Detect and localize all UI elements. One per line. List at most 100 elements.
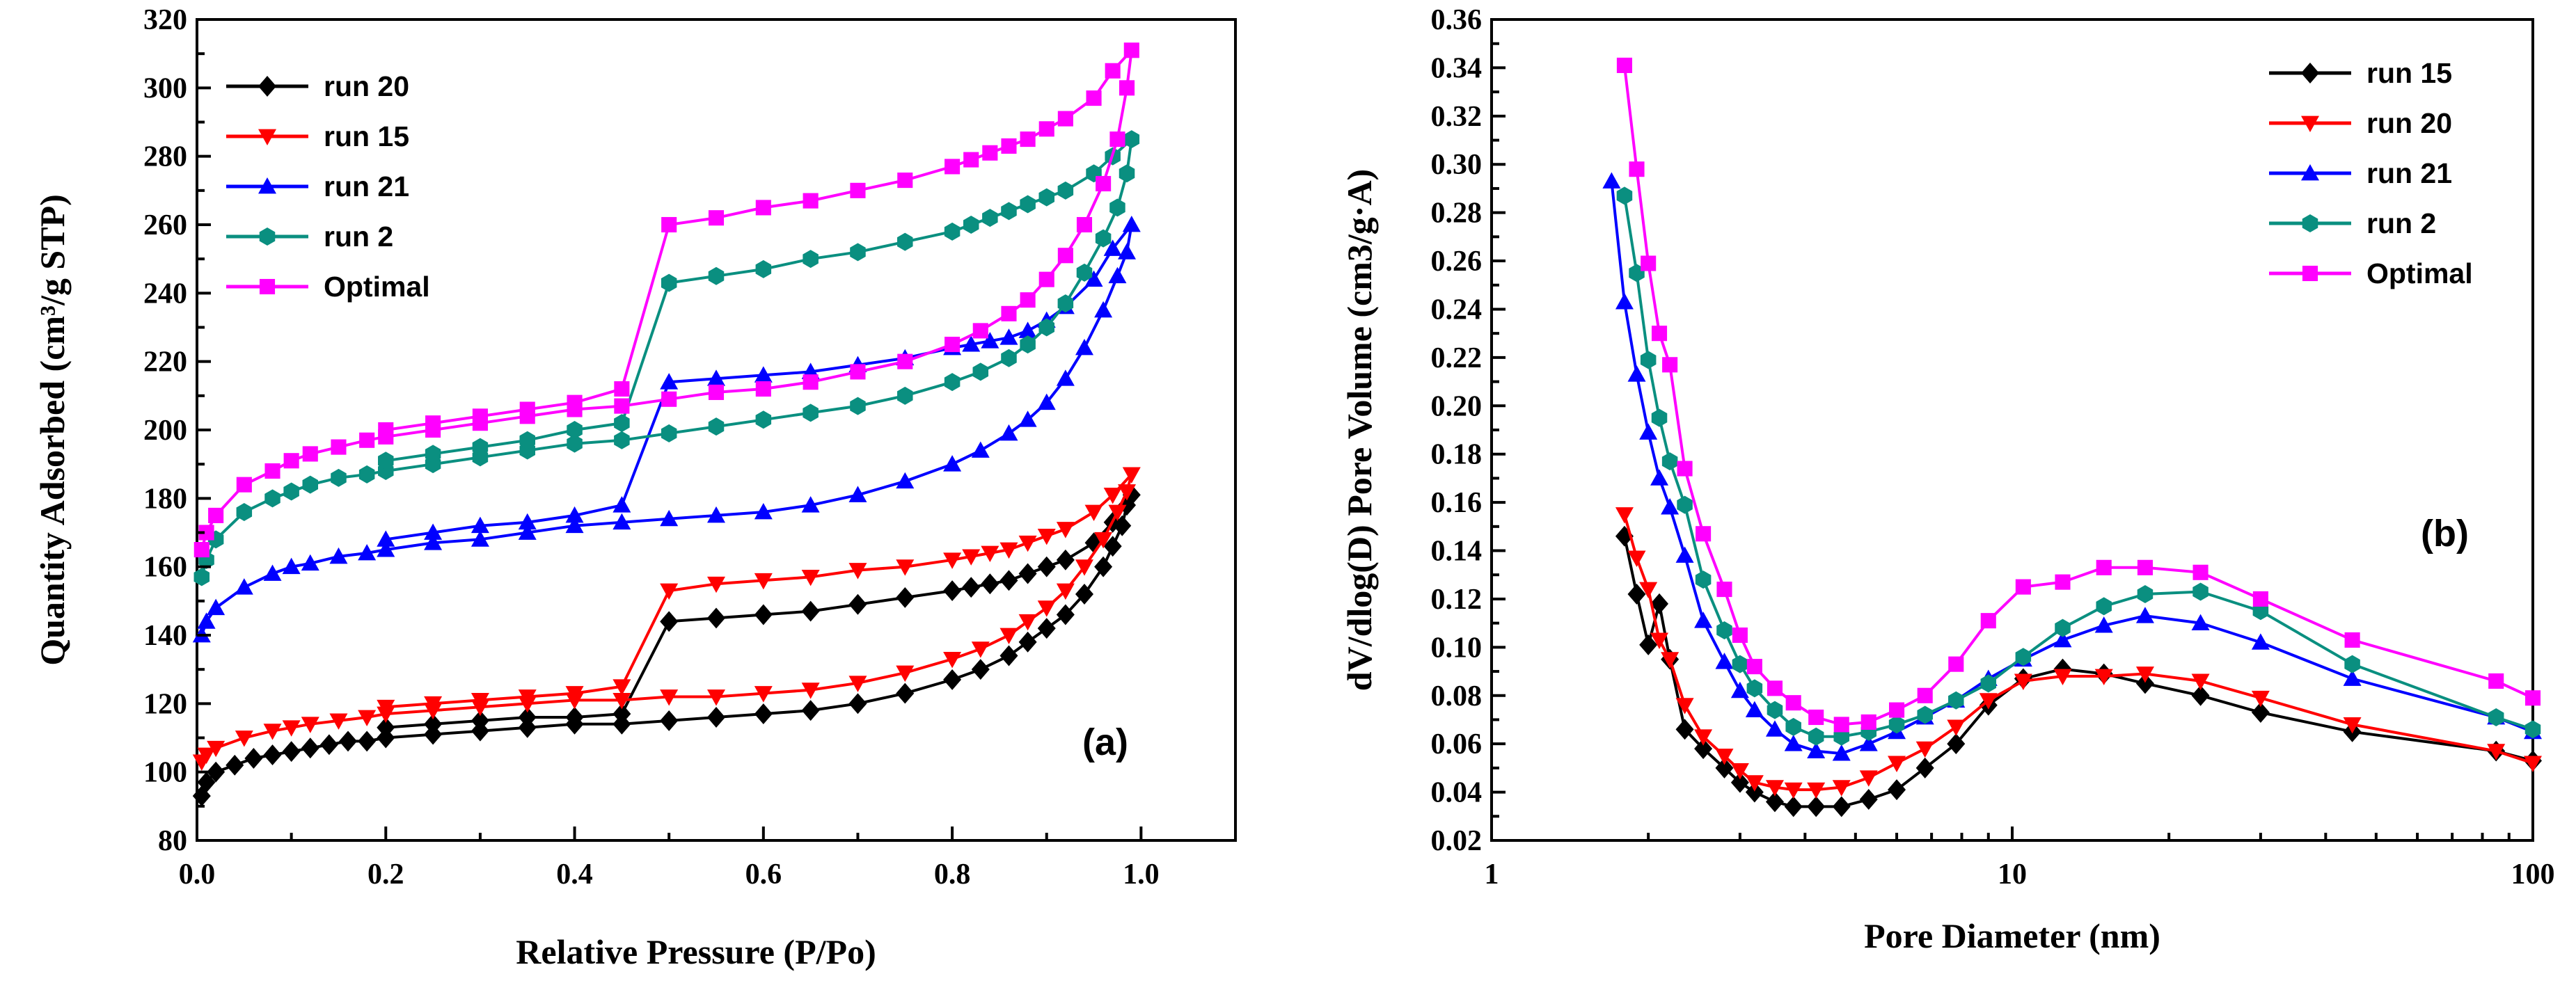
panel-b-series-run-2-point bbox=[1677, 495, 1693, 514]
panel-b-legend-run-15-label: run 15 bbox=[2366, 57, 2452, 89]
panel-b-series-run-2-point bbox=[2192, 582, 2208, 601]
panel-a-series-run-20-point bbox=[339, 730, 358, 752]
panel-b-series-run-20-point bbox=[2094, 669, 2113, 685]
panel-a-series-run-2-point bbox=[661, 424, 677, 442]
panel-a-series-run-21-point bbox=[263, 564, 282, 581]
panel-a-x-tick-label: 0.0 bbox=[179, 859, 216, 891]
panel-b-series-run-15-point bbox=[1615, 525, 1634, 547]
panel-b-y-tick-label: 0.34 bbox=[1431, 52, 1483, 84]
panel-a-series-run-2-point bbox=[264, 489, 280, 508]
panel-b-series-optimal-point bbox=[1860, 714, 1876, 730]
panel-a-series-run-20-point bbox=[565, 707, 584, 728]
panel-a-series-run-20-point bbox=[319, 734, 338, 756]
panel-b-series-run-20 bbox=[1615, 507, 2542, 799]
panel-a-series-optimal-point bbox=[1020, 292, 1036, 308]
panel-b-series-optimal-point bbox=[2252, 591, 2268, 607]
panel-a-series-run-21-point bbox=[1037, 393, 1056, 410]
panel-b-series-run-2-point bbox=[2488, 708, 2504, 726]
panel-b-data-marks bbox=[1602, 57, 2542, 817]
panel-a-series-optimal-point bbox=[963, 152, 979, 168]
panel-a-x-axis-title: Relative Pressure (P/Po) bbox=[516, 932, 876, 971]
panel-b-series-run-2-point bbox=[1651, 408, 1668, 427]
panel-b-y-tick-label: 0.20 bbox=[1431, 390, 1483, 422]
panel-a-y-tick-label: 80 bbox=[158, 825, 187, 857]
panel-a-series-run-15-point bbox=[1056, 583, 1075, 600]
panel-b-legend-run-21-label: run 21 bbox=[2366, 157, 2452, 189]
panel-b-series-optimal-point bbox=[2524, 690, 2541, 706]
panel-b-series-run-2-line bbox=[1622, 195, 2534, 738]
panel-a-series-run-15-point bbox=[197, 747, 216, 765]
panel-a-series-run-2-point bbox=[1020, 195, 1036, 214]
panel-a-series-run-21-point bbox=[424, 534, 443, 550]
panel-b-legend-run-20-marker bbox=[2301, 115, 2319, 132]
panel-a-series-run-15-point bbox=[613, 679, 631, 696]
panel-a-series-optimal-point bbox=[198, 525, 214, 541]
panel-b-series-run-2-point bbox=[2344, 655, 2360, 673]
panel-a-series-run-2-point bbox=[1119, 164, 1135, 183]
panel-a-x-tick-label: 1.0 bbox=[1123, 859, 1160, 891]
panel-b-y-tick-label: 0.22 bbox=[1431, 342, 1483, 374]
panel-b-series-optimal-point bbox=[2488, 673, 2504, 689]
panel-a-legend-run-21-marker bbox=[258, 177, 276, 194]
panel-a-series-run-20-point bbox=[896, 682, 915, 704]
panel-a-series-run-20-point bbox=[1103, 536, 1122, 557]
panel-b-series-run-2-point bbox=[1716, 621, 1732, 640]
panel-a-series-run-21-point bbox=[1094, 301, 1113, 318]
panel-b-legend-run-21-marker bbox=[2301, 164, 2319, 181]
panel-b-series-run-21-point bbox=[1602, 172, 1621, 189]
panel-b-chart: 1 10 100 0.02 0.04 0.06 0.08 0.10 0.12 0.14 0.16 0.… bbox=[1340, 4, 2555, 955]
panel-a-series-optimal-point bbox=[708, 210, 725, 226]
panel-b-series-optimal-point bbox=[1980, 613, 1996, 629]
panel-a-series-run-21-point bbox=[660, 509, 679, 527]
panel-b-series-run-15-point bbox=[1859, 789, 1878, 810]
panel-b-label: (b) bbox=[2421, 513, 2469, 554]
panel-b-series-run-20-point bbox=[2487, 744, 2506, 760]
panel-a-series-run-15-point bbox=[207, 740, 226, 758]
panel-a-series-optimal-point bbox=[1057, 111, 1073, 127]
panel-b-series-run-20-point bbox=[1807, 782, 1826, 799]
panel-a-series-run-21-point bbox=[1103, 239, 1122, 256]
panel-b-legend-run-2-marker bbox=[2302, 214, 2318, 232]
panel-b-y-tick-label: 0.04 bbox=[1431, 777, 1483, 809]
panel-b-series-optimal-point bbox=[1785, 695, 1801, 711]
panel-b-series-run-21-point bbox=[1615, 293, 1634, 310]
panel-a-series-run-2-point bbox=[1123, 130, 1140, 149]
panel-a-series-run-15-point bbox=[981, 545, 999, 562]
panel-a-series-optimal-point bbox=[1001, 138, 1017, 154]
panel-b-x-tick-label: 1 bbox=[1485, 859, 1499, 891]
panel-a-series-run-21-point bbox=[471, 530, 489, 547]
panel-a-data-marks bbox=[192, 42, 1141, 807]
panel-a-series-run-21-point bbox=[971, 441, 990, 458]
panel-b-series-run-2-point bbox=[1888, 715, 1905, 734]
panel-b-y-tick-label: 0.08 bbox=[1431, 680, 1483, 712]
panel-a-series-run-21-point bbox=[235, 578, 253, 595]
panel-b-series-run-15-point bbox=[1888, 779, 1906, 801]
panel-b-series-run-15-point bbox=[1765, 791, 1784, 813]
panel-b-series-run-21-point bbox=[1859, 735, 1878, 751]
panel-a-series-run-20-point bbox=[358, 730, 377, 752]
panel-a-legend-run-15-label: run 15 bbox=[324, 120, 409, 152]
panel-b-series-run-15-point bbox=[1650, 593, 1669, 614]
panel-b-series-run-21-point bbox=[1627, 365, 1646, 382]
panel-a-chart: 0.0 0.2 0.4 0.6 0.8 1.0 80 100 120 140 160 180 200 22… bbox=[33, 4, 1237, 971]
panel-a-series-run-21-point bbox=[424, 523, 443, 540]
panel-a-y-tick-label: 240 bbox=[143, 278, 187, 310]
panel-b-series-run-15 bbox=[1615, 525, 2542, 817]
panel-a-series-run-2-point bbox=[1095, 229, 1112, 248]
panel-a-legend-optimal-marker bbox=[259, 278, 276, 295]
panel-a-series-run-21-point bbox=[565, 516, 584, 534]
panel-b-series-run-2-point bbox=[1746, 679, 1763, 698]
panel-b-series-run-21-point bbox=[1745, 701, 1764, 717]
panel-b-series-run-2-point bbox=[1616, 186, 1633, 205]
panel-a-series-run-15-point bbox=[518, 689, 537, 706]
panel-a-series-optimal-point bbox=[1076, 216, 1093, 233]
panel-a-series-run-15-point bbox=[943, 652, 962, 669]
panel-b-series-run-21-point bbox=[1832, 744, 1851, 761]
panel-b-y-axis-title: dV/dlog(D) Pore Volume (cm3/g·A) bbox=[1340, 169, 1379, 691]
panel-a-series-run-21-point bbox=[1075, 339, 1093, 356]
panel-a-series-optimal-point bbox=[850, 182, 866, 198]
panel-b-series-optimal-point bbox=[2015, 579, 2031, 595]
panel-a-series-run-20-point bbox=[282, 741, 301, 763]
panel-b-series-run-21-point bbox=[1715, 653, 1734, 669]
panel-a-series-run-21-point bbox=[301, 554, 319, 571]
